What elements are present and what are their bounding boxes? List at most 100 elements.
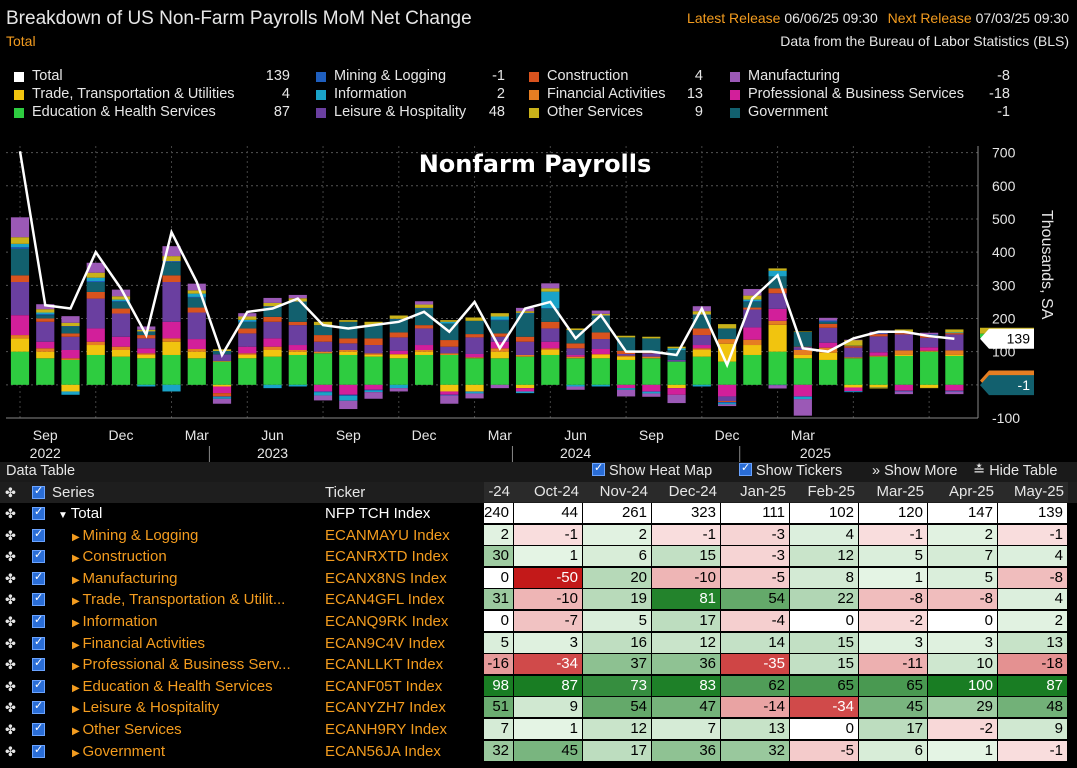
series-cell[interactable]: ▶ Financial Activities [72, 633, 322, 654]
move-icon[interactable]: ✤ [5, 570, 16, 586]
month-column-header[interactable]: Feb-25 [790, 482, 859, 502]
row-checkbox[interactable] [32, 527, 45, 542]
ticker-cell[interactable]: ECANX8NS Index [325, 569, 447, 587]
series-cell[interactable]: ▶ Manufacturing [72, 568, 322, 589]
month-column-header[interactable]: May-25 [998, 482, 1068, 502]
move-icon[interactable]: ✤ [5, 506, 16, 521]
move-icon[interactable]: ✤ [5, 678, 16, 694]
expand-icon[interactable]: ▶ [72, 639, 83, 651]
legend-item[interactable]: Education & Health Services 87 [14, 104, 290, 122]
row-checkbox[interactable] [32, 721, 45, 736]
expand-icon[interactable]: ▶ [72, 747, 83, 759]
legend-item[interactable]: Construction 4 [529, 68, 703, 86]
legend-item[interactable]: Other Services 9 [529, 104, 703, 122]
legend-item[interactable]: Manufacturing -8 [730, 68, 1010, 86]
ticker-column-header[interactable]: Ticker [325, 484, 366, 501]
expand-icon[interactable]: ▶ [72, 661, 83, 673]
expand-icon[interactable]: ▶ [72, 618, 83, 629]
series-cell[interactable]: ▶ Other Services [72, 719, 322, 740]
hide-table-button[interactable]: ≛ Hide Table [973, 463, 1057, 481]
row-checkbox[interactable] [32, 699, 45, 715]
series-cell[interactable]: ▶ Mining & Logging [72, 525, 322, 546]
month-column-header[interactable]: Oct-24 [514, 482, 583, 502]
show-tickers-toggle[interactable]: Show Tickers [739, 461, 842, 481]
move-icon[interactable]: ✤ [5, 657, 16, 673]
row-checkbox[interactable] [32, 548, 45, 564]
legend-item[interactable]: Leisure & Hospitality 48 [316, 104, 505, 122]
row-checkbox[interactable] [32, 678, 45, 693]
move-icon[interactable]: ✤ [5, 743, 16, 759]
expand-icon[interactable]: ▶ [72, 704, 83, 716]
series-column-header[interactable]: Series [52, 484, 95, 501]
legend-item[interactable]: Financial Activities 13 [529, 86, 703, 104]
ticker-cell[interactable]: NFP TCH Index [325, 505, 431, 522]
series-cell[interactable]: ▶ Professional & Business Serv... [72, 654, 322, 675]
legend-item[interactable]: Professional & Business Services -18 [730, 86, 1010, 104]
ticker-cell[interactable]: ECANMAYU Index [325, 526, 450, 544]
move-icon[interactable]: ✤ [5, 700, 16, 716]
legend-item[interactable]: Trade, Transportation & Utilities 4 [14, 86, 290, 104]
ticker-cell[interactable]: ECANF05T Index [325, 677, 443, 695]
series-cell[interactable]: ▼ Total [58, 503, 318, 524]
move-icon[interactable]: ✤ [5, 592, 16, 608]
move-icon[interactable]: ✤ [5, 527, 16, 543]
table-row[interactable]: ✤ ▶ Trade, Transportation & Utilit...ECAN… [0, 589, 1077, 610]
ticker-cell[interactable]: ECAN56JA Index [325, 742, 441, 760]
ticker-cell[interactable]: ECAN4GFL Index [325, 591, 445, 609]
expand-icon[interactable]: ▶ [72, 574, 83, 586]
row-checkbox[interactable] [32, 635, 45, 650]
ticker-cell[interactable]: ECANH9RY Index [325, 721, 448, 738]
month-column-header[interactable]: -24 [484, 482, 514, 502]
move-icon[interactable]: ✤ [5, 635, 16, 651]
select-all-checkbox[interactable] [32, 484, 45, 499]
table-row[interactable]: ✤ ▶ Professional & Business Serv...ECANLL… [0, 654, 1077, 675]
expand-icon[interactable]: ▶ [72, 553, 83, 565]
series-cell[interactable]: ▶ Information [72, 611, 322, 632]
ticker-cell[interactable]: ECANRXTD Index [325, 548, 449, 566]
month-column-header[interactable]: Nov-24 [583, 482, 652, 502]
table-row[interactable]: ✤ ▼ Total NFP TCH Index 2404426132311110212… [0, 503, 1077, 524]
legend-item[interactable]: Government -1 [730, 104, 1010, 122]
series-cell[interactable]: ▶ Leisure & Hospitality [72, 697, 322, 718]
series-cell[interactable]: ▶ Government [72, 741, 322, 762]
ticker-cell[interactable]: ECANYZH7 Index [325, 699, 446, 717]
show-heat-map-toggle[interactable]: Show Heat Map [592, 461, 712, 481]
series-cell[interactable]: ▶ Construction [72, 546, 322, 567]
legend-item[interactable]: Mining & Logging -1 [316, 68, 505, 86]
ticker-cell[interactable]: ECAN9C4V Index [325, 634, 446, 652]
expand-icon[interactable]: ▶ [72, 726, 83, 737]
row-checkbox[interactable] [32, 656, 45, 672]
row-checkbox[interactable] [32, 613, 45, 628]
legend-item[interactable]: Information 2 [316, 86, 505, 104]
move-icon[interactable]: ✤ [5, 549, 16, 565]
series-cell[interactable]: ▶ Trade, Transportation & Utilit... [72, 589, 322, 610]
legend-item[interactable]: Total 139 [14, 68, 290, 86]
row-checkbox[interactable] [32, 591, 45, 607]
expand-icon[interactable]: ▶ [72, 682, 83, 694]
row-checkbox[interactable] [32, 505, 45, 520]
ticker-cell[interactable]: ECANQ9RK Index [325, 613, 449, 630]
move-icon[interactable]: ✤ [5, 485, 16, 500]
move-icon[interactable]: ✤ [5, 614, 16, 629]
expand-icon[interactable]: ▶ [72, 596, 83, 608]
month-column-header[interactable]: Jan-25 [721, 482, 790, 502]
month-column-header[interactable]: Apr-25 [928, 482, 998, 502]
row-checkbox[interactable] [32, 743, 45, 758]
expand-icon[interactable]: ▶ [72, 531, 83, 543]
ticker-cell[interactable]: ECANLLKT Index [325, 656, 444, 674]
show-more-button[interactable]: » Show More [872, 463, 957, 481]
row-checkbox[interactable] [32, 570, 45, 585]
month-column-header[interactable]: Mar-25 [859, 482, 928, 502]
month-column-header[interactable]: Dec-24 [652, 482, 721, 502]
collapse-icon[interactable]: ▼ [58, 510, 71, 521]
move-icon[interactable]: ✤ [5, 722, 16, 737]
